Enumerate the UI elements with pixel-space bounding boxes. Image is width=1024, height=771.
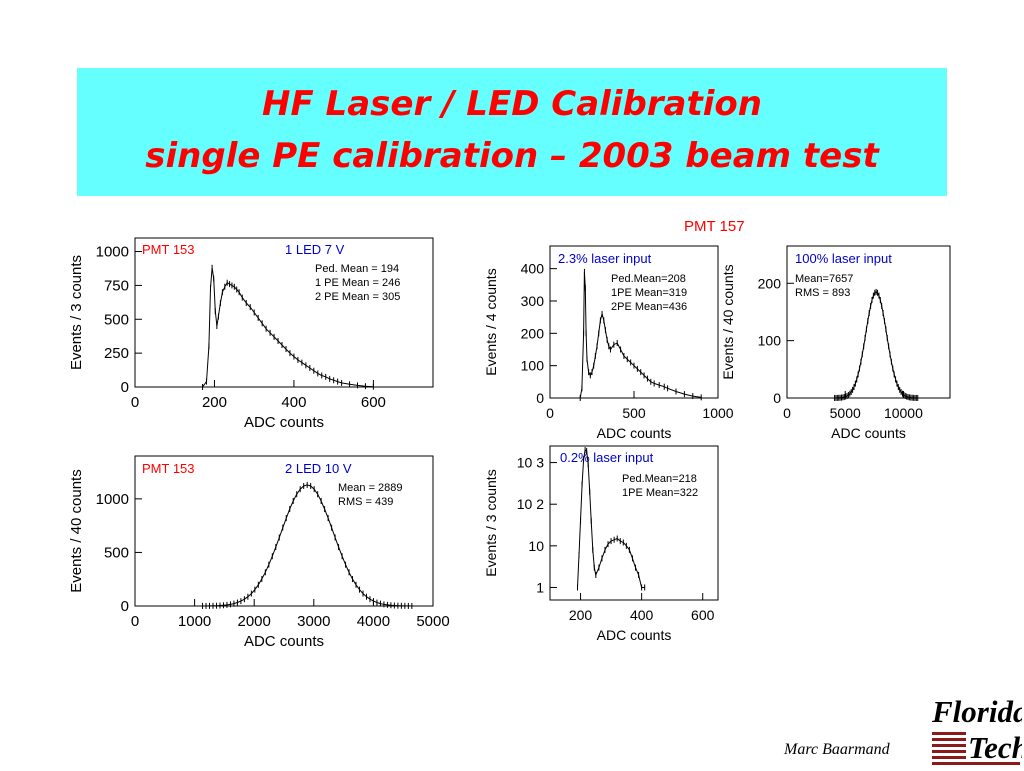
author-name: Marc Baarmand [784,741,890,758]
chart3-ytick-label: 0 [536,390,544,406]
chart5-xtick-label: 400 [630,607,654,623]
chart4-xlabel: ADC counts [831,425,906,441]
chart4-xtick-label: 5000 [830,405,861,421]
chart3-ytick-label: 300 [521,293,545,309]
chart4-stat: RMS = 893 [795,287,850,299]
chart2-xtick-label: 2000 [238,613,271,630]
chart5-ytick-label: 10 3 [517,455,544,471]
chart3-ytick-label: 400 [521,261,545,277]
chart5-label: 0.2% laser input [560,450,654,465]
chart3-stat: 2PE Mean=436 [611,301,687,313]
chart1-ytick-label: 500 [104,311,129,328]
chart4-ytick-label: 200 [758,275,782,291]
chart5-frame [549,445,719,601]
logo-text-tech: Tech [968,730,1022,765]
chart1-stat: 2 PE Mean = 305 [315,291,400,303]
chart5-series-line [577,449,645,588]
chart5-xtick-label: 200 [569,607,593,623]
chart2-xtick-label: 4000 [357,613,390,630]
florida-tech-logo-graphic: Florida Tech [931,694,1024,765]
chart1-label: PMT 153 [142,242,195,257]
chart3-ytick-label: 200 [521,325,545,341]
chart3-xtick-label: 1000 [702,405,733,421]
chart4-label: 100% laser input [795,251,892,266]
chart2-ylabel: Events / 40 counts [68,469,85,592]
chart3-xlabel: ADC counts [597,425,672,441]
chart1-xtick-label: 0 [131,394,139,411]
chart2-frame [134,455,434,607]
chart4-frame [786,245,951,399]
chart1-frame [134,237,434,388]
chart5-ytick-label: 10 2 [517,496,544,512]
chart1-label: 1 LED 7 V [285,242,345,257]
chart3-stat: Ped.Mean=208 [611,273,686,285]
chart2-ytick-label: 500 [104,544,129,561]
chart3-ytick-label: 100 [521,358,545,374]
chart4-ytick-label: 0 [773,390,781,406]
chart3-ylabel: Events / 4 counts [483,268,499,375]
chart2-stat: RMS = 439 [338,496,393,508]
chart1-ytick-label: 0 [121,379,129,396]
chart1-xlabel: ADC counts [244,414,324,431]
chart2-xtick-label: 5000 [416,613,449,630]
chart2-xtick-label: 1000 [178,613,211,630]
chart1-ylabel: Events / 3 counts [68,255,85,370]
chart5-xtick-label: 600 [691,607,715,623]
chart1-ytick-label: 1000 [96,244,129,261]
chart1-xtick-label: 400 [281,394,306,411]
chart4-xtick-label: 0 [783,405,791,421]
chart4-xtick-label: 10000 [884,405,923,421]
pmt157-group-label: PMT 157 [684,218,745,235]
chart2-ytick-label: 0 [121,598,129,615]
chart2-ytick-label: 1000 [96,491,129,508]
chart4-ylabel: Events / 40 counts [720,264,736,379]
chart3-xtick-label: 0 [546,405,554,421]
chart5-ytick-label: 1 [536,579,544,595]
chart5-ylabel: Events / 3 counts [483,469,499,576]
chart3-label: 2.3% laser input [558,251,652,266]
florida-tech-logo: Florida Tech [930,688,1024,771]
chart1-xtick-label: 600 [361,394,386,411]
chart2-xtick-label: 3000 [297,613,330,630]
chart2-label: 2 LED 10 V [285,461,352,476]
chart4-series-line [834,291,918,399]
chart3-stat: 1PE Mean=319 [611,287,687,299]
chart5-stat: Ped.Mean=218 [622,473,697,485]
chart1-ytick-label: 250 [104,345,129,362]
chart2-xtick-label: 0 [131,613,139,630]
page-subtitle: single PE calibration – 2003 beam test [145,136,879,176]
chart1-stat: 1 PE Mean = 246 [315,277,400,289]
chart5-xlabel: ADC counts [597,627,672,643]
page-title: HF Laser / LED Calibration [262,84,762,124]
title-banner: HF Laser / LED Calibration single PE cal… [77,68,947,196]
chart4-stat: Mean=7657 [795,273,853,285]
chart4-ytick-label: 100 [758,333,782,349]
chart1-ytick-label: 750 [104,277,129,294]
chart1-stat: Ped. Mean = 194 [315,263,399,275]
chart5-stat: 1PE Mean=322 [622,487,698,499]
chart3-frame [549,245,719,399]
chart1-xtick-label: 200 [202,394,227,411]
chart2-stat: Mean = 2889 [338,482,403,494]
chart2-label: PMT 153 [142,461,195,476]
chart2-xlabel: ADC counts [244,633,324,650]
logo-text-florida: Florida [931,694,1022,729]
chart5-ytick-label: 10 [528,538,544,554]
chart3-xtick-label: 500 [622,405,646,421]
